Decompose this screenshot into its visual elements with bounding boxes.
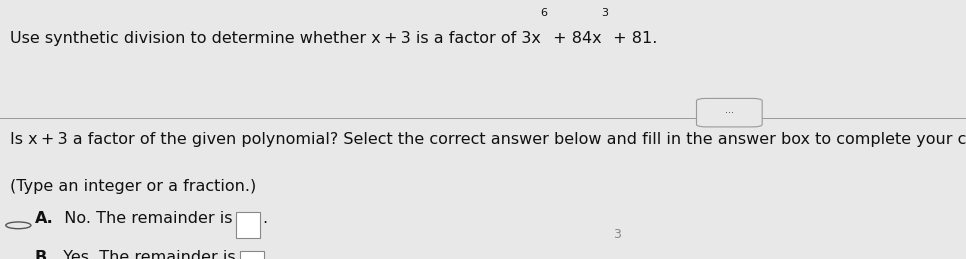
FancyBboxPatch shape	[696, 98, 762, 127]
Text: No. The remainder is: No. The remainder is	[53, 211, 232, 226]
Text: .: .	[266, 250, 270, 259]
Text: Use synthetic division to determine whether x + 3 is a factor of 3x: Use synthetic division to determine whet…	[10, 31, 541, 46]
Text: .: .	[262, 211, 267, 226]
Text: ···: ···	[724, 108, 734, 118]
Text: 3: 3	[601, 8, 609, 18]
Text: (Type an integer or a fraction.): (Type an integer or a fraction.)	[10, 179, 256, 194]
Text: 3: 3	[613, 228, 621, 241]
Text: Yes. The remainder is: Yes. The remainder is	[53, 250, 236, 259]
Text: 6: 6	[541, 8, 548, 18]
FancyBboxPatch shape	[240, 251, 264, 259]
Text: + 84x: + 84x	[548, 31, 601, 46]
Text: B.: B.	[35, 250, 53, 259]
Text: + 81.: + 81.	[609, 31, 658, 46]
Text: A.: A.	[35, 211, 53, 226]
Text: Is x + 3 a factor of the given polynomial? Select the correct answer below and f: Is x + 3 a factor of the given polynomia…	[10, 132, 966, 147]
FancyBboxPatch shape	[236, 212, 260, 238]
